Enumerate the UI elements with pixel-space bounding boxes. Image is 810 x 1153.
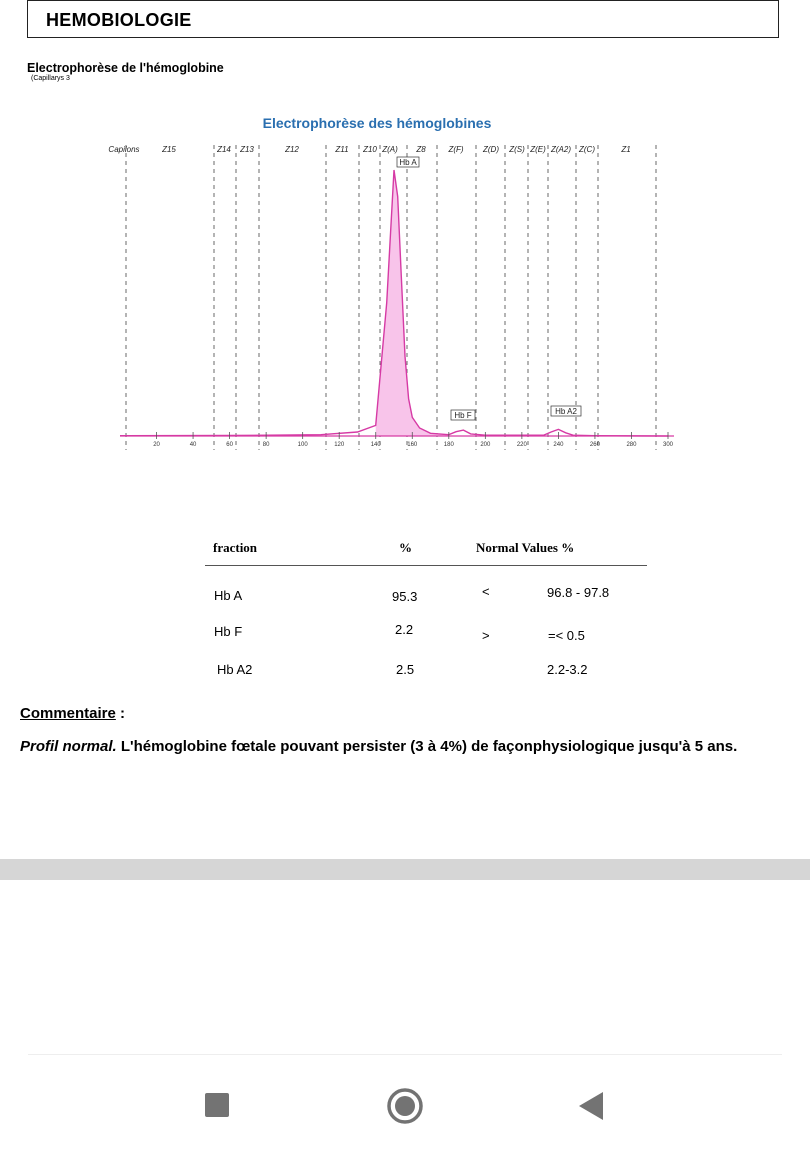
row-percent-hb-a: 95.3 (392, 589, 418, 604)
x-tick-label: 140 (371, 442, 382, 448)
zone-label: Z1 (620, 145, 630, 154)
x-tick-label: 20 (153, 442, 160, 448)
zone-label: Z13 (239, 145, 254, 154)
zone-label: Z15 (161, 145, 176, 154)
row-percent-hb-a2: 2.5 (396, 662, 415, 677)
x-tick-label: 40 (190, 442, 197, 448)
col-header-fraction: fraction (213, 540, 258, 555)
peak-labels: Hb A Hb F Hb A2 (396, 156, 582, 421)
col-header-percent: % (399, 540, 412, 555)
row-normal-hb-f: =< 0.5 (548, 628, 585, 643)
row-name-hb-a: Hb A (214, 588, 243, 603)
peak-label: Hb A2 (555, 407, 577, 416)
x-tick-label: 200 (480, 442, 491, 448)
peak-label: Hb A (399, 158, 417, 167)
comment-label-text: Commentaire (20, 705, 116, 722)
comment-body: L'hémoglobine fœtale pouvant persister (… (116, 738, 738, 755)
zone-label: Z8 (415, 145, 426, 154)
section-header: HEMOBIOLOGIE (27, 0, 779, 38)
col-header-normal: Normal Values % (476, 540, 575, 555)
x-tick-label: 280 (626, 442, 637, 448)
hb-a-peak-fill (375, 170, 449, 436)
x-tick-label: 240 (553, 442, 564, 448)
row-normal-hb-a: 96.8 - 97.8 (547, 585, 610, 600)
peak-label-box (450, 409, 476, 421)
square-icon[interactable] (205, 1093, 229, 1117)
page-title: HEMOBIOLOGIE (46, 10, 192, 30)
x-tick-label: 60 (226, 442, 233, 448)
zone-label: Capilons (108, 145, 139, 154)
zone-label: Z(E) (529, 145, 546, 154)
test-subtitle: (Capillarys 3 (31, 75, 70, 82)
comment-lead: Profil normal. (20, 738, 117, 755)
row-flag-hb-a: < (482, 584, 490, 599)
x-tick-label: 220 (517, 442, 528, 448)
x-tick-label: 300 (663, 442, 674, 448)
back-triangle-icon[interactable] (577, 1090, 605, 1122)
x-tick-label: 80 (263, 442, 270, 448)
zone-labels: Capilons Z15 Z14 Z13 Z12 Z11 Z10 Z(A) Z8 Z(F) Z(D)… (108, 145, 630, 154)
electrophoresis-curve (119, 169, 669, 437)
page-separator (0, 859, 810, 880)
zone-label: Z12 (284, 145, 299, 154)
zone-label: Z14 (216, 145, 231, 154)
row-name-hb-f: Hb F (214, 624, 243, 639)
comment-label: Commentaire : (20, 705, 125, 722)
row-normal-hb-a2: 2.2-3.2 (547, 662, 588, 677)
chart-title: Electrophorèse des hémoglobines (263, 115, 492, 131)
zone-lines (125, 145, 657, 450)
peak-label-box (396, 156, 420, 168)
zone-label: Z(C) (578, 145, 595, 154)
zone-label: Z11 (334, 145, 348, 154)
test-title: Electrophorèse de l'hémoglobine (27, 61, 224, 75)
x-tick-label: 160 (407, 442, 418, 448)
x-tick-label: 100 (298, 442, 309, 448)
electrophoresis-chart: Electrophorèse des hémoglobines Capilons… (108, 115, 674, 450)
row-percent-hb-f: 2.2 (395, 622, 414, 637)
zone-label: Z10 (362, 145, 377, 154)
x-ticks: 20 40 60 80 100 120 140 160 180 200 220 240 260 280 30… (153, 432, 674, 448)
x-tick-label: 180 (444, 442, 455, 448)
comment-text: Profil normal. L'hémoglobine fœtale pouv… (20, 737, 780, 756)
x-tick-label: 120 (334, 442, 345, 448)
peak-label: Hb F (454, 411, 471, 420)
comment-colon: : (120, 705, 126, 722)
zone-label: Z(F) (447, 145, 463, 154)
table-divider (205, 565, 647, 566)
home-circle-icon[interactable] (385, 1086, 425, 1126)
row-flag-hb-f: > (482, 628, 490, 643)
zone-label: Z(A) (381, 145, 398, 154)
zone-label: Z(S) (508, 145, 525, 154)
zone-label: Z(A2) (550, 145, 571, 154)
x-tick-label: 260 (590, 442, 601, 448)
peak-label-box (550, 405, 582, 417)
nav-divider (28, 1054, 782, 1055)
zone-label: Z(D) (482, 145, 499, 154)
row-name-hb-a2: Hb A2 (217, 662, 253, 677)
